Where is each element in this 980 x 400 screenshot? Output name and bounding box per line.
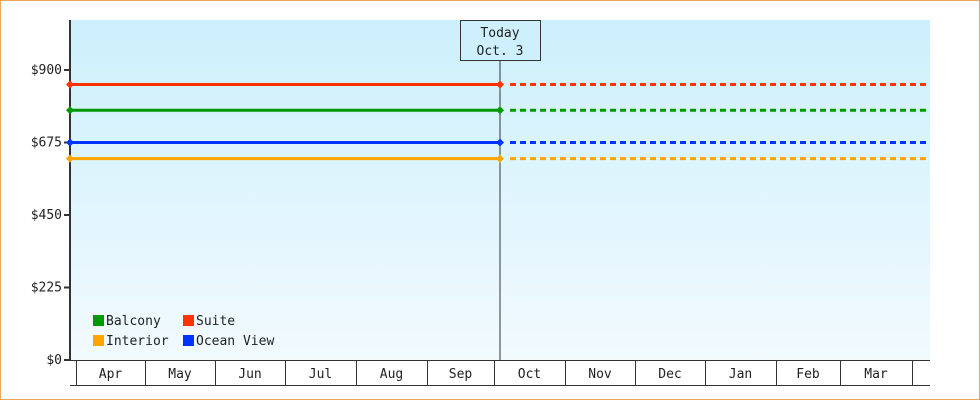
y-tick-label: $900 [31,63,62,78]
legend-swatch [93,315,104,326]
series-balcony-point [496,106,504,115]
y-tick-label: $0 [46,353,62,368]
x-tick-label: Jun [238,367,261,382]
x-tick-label: Oct [518,367,541,382]
series-ocean-view-point [496,138,504,147]
x-tick-label: May [168,367,192,382]
x-tick-label: Nov [588,367,612,382]
legend-label: Interior [106,334,169,349]
series-ocean-view-point [66,138,74,147]
x-tick-label: Aug [380,367,403,382]
x-tick-label: Apr [99,367,123,382]
legend-label: Balcony [106,314,161,329]
series-suite-point [66,80,74,89]
series-interior-point [496,154,504,163]
x-tick-label: Jul [309,367,332,382]
legend-label: Suite [196,314,235,329]
y-tick-label: $450 [31,208,62,223]
x-tick-label: Jan [729,367,752,382]
x-tick-label: Mar [864,367,888,382]
x-tick-label: Feb [796,367,820,382]
today-date: Oct. 3 [477,44,524,59]
x-tick-label: Sep [449,367,473,382]
y-tick-label: $675 [31,136,62,151]
x-tick-label: Dec [658,367,681,382]
legend-swatch [183,335,194,346]
y-tick-label: $225 [31,281,62,296]
today-label: Today [480,26,519,41]
legend-label: Ocean View [196,334,274,349]
legend-swatch [93,335,104,346]
series-interior-point [66,154,74,163]
series-suite-point [496,80,504,89]
today-marker: Today Oct. 3 [460,20,541,360]
legend: Balcony Suite Interior Ocean View [93,314,274,349]
legend-swatch [183,315,194,326]
series-balcony-point [66,106,74,115]
today-box [460,20,541,61]
